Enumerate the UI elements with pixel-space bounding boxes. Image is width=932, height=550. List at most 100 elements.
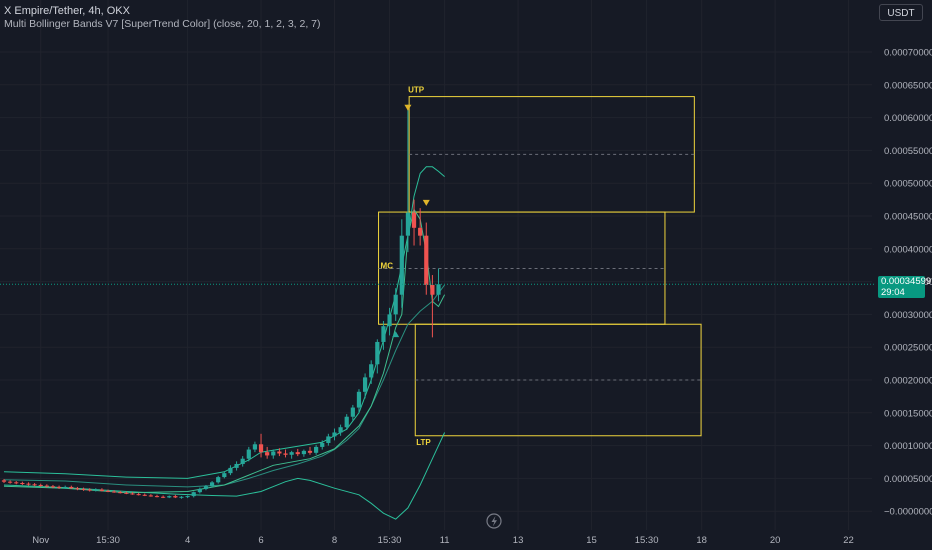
candle-body [222,473,227,478]
candle-body [350,407,355,417]
candle-body [283,453,288,455]
candle-body [197,488,202,493]
candle-body [411,212,417,228]
currency-button[interactable]: USDT [879,4,923,21]
candle-body [338,427,343,433]
time-tick-label: 15:30 [378,535,402,546]
price-tick-label: 0.00045000 [884,212,932,223]
candle-body [418,227,423,236]
candle-body [56,486,62,488]
candle-body [136,494,141,496]
candle-body [203,486,209,489]
candle-body [344,416,349,428]
candle-body [8,481,13,483]
candle-body [234,463,239,468]
candle-body [424,235,429,285]
candle-body [314,446,319,453]
candle-body [179,496,184,498]
price-tick-label: 0.00020000 [884,376,932,387]
time-tick-label: 13 [513,535,524,546]
time-tick-label: 15:30 [96,535,120,546]
zone-label: LTP [416,438,431,447]
price-axis[interactable]: 0.00070000 0.00065000 0.00060000 0.00055000… [884,48,932,518]
candle-body [44,485,49,487]
candle-body [258,444,264,453]
candle-body [87,489,92,491]
time-tick-label: 20 [770,535,781,546]
candle-body [369,364,374,378]
candle-body [320,442,325,447]
candle-body [81,488,86,490]
candle-body [20,482,25,484]
candle-body [265,452,270,456]
candle-body [50,486,56,488]
candle-body [332,432,337,437]
candle-body [69,486,74,489]
lightning-icon[interactable] [486,513,502,529]
price-tick-label: 0.00025000 [884,343,932,354]
zone-label: MC [381,261,394,270]
chart-grid [0,0,872,530]
candle-body [148,495,153,497]
last-price-label: 0.00034599 29:04 [878,276,932,299]
candle-body [191,492,196,497]
indicator-legend[interactable]: Multi Bollinger Bands V7 [SuperTrend Col… [4,18,321,30]
candle-body [93,489,98,491]
price-tick-label: 0.00005000 [884,474,932,485]
candle-body [26,483,31,485]
candle-body [209,482,215,487]
candle-body [405,212,411,236]
time-tick-label: 11 [440,535,450,546]
candle-body [393,294,398,315]
candle-body [118,492,123,494]
candle-body [436,284,441,295]
price-tick-label: 0.00030000 [884,310,932,321]
candle-body [362,377,368,392]
candle-body [252,444,258,450]
candle-body [326,436,331,443]
candle-body [430,284,435,295]
bar-countdown: 29:04 [881,287,905,299]
candle-body [1,480,7,482]
time-tick-label: 6 [258,535,263,546]
candle-body [105,490,111,492]
zone-boxes: UTP MC LTP [378,86,702,447]
candle-body [289,452,294,455]
candle-body [228,467,233,474]
time-tick-label: 15 [586,535,597,546]
candle-body [142,494,147,496]
price-tick-label: 0.00070000 [884,48,932,59]
candle-body [271,451,276,456]
price-tick-label: 0.00015000 [884,408,932,419]
candle-body [32,484,37,486]
time-tick-label: 18 [696,535,707,546]
candle-body [167,496,172,498]
candle-body [130,493,135,495]
candle-body [356,391,362,408]
price-tick-label: 0.00060000 [884,113,932,124]
candle-body [246,449,251,459]
candle-body [75,488,80,490]
candle-body [161,496,166,498]
candle-body [124,492,129,494]
candle-body [301,450,306,455]
signal-markers [392,104,430,338]
candle-body [173,496,178,498]
bb-middle-line [3,284,446,488]
candle-body [216,477,221,483]
price-tick-label: 0.00065000 [884,80,932,91]
candle-body [99,489,105,491]
candle-body [185,496,190,498]
price-tick-label: 0.00050000 [884,179,932,190]
sell-signal-marker [422,199,430,206]
time-tick-label: 15:30 [635,535,659,546]
last-price-value: 0.00034599 [881,276,932,288]
candle-body [38,484,43,486]
buy-signal-marker [392,331,400,338]
time-tick-label: Nov [32,535,49,546]
candle-body [240,458,245,464]
time-tick-label: 4 [185,535,190,546]
price-tick-label: 0.00010000 [884,441,932,452]
